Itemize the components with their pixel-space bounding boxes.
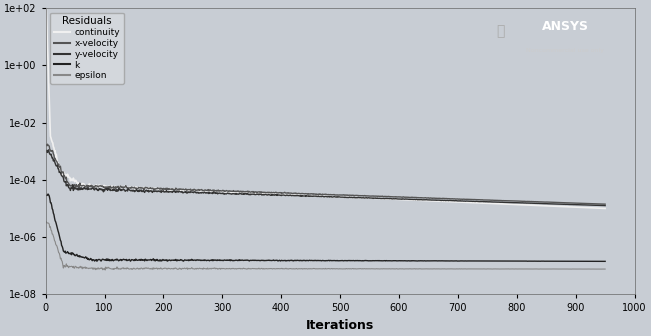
Legend: continuity, x-velocity, y-velocity, k, epsilon: continuity, x-velocity, y-velocity, k, e… <box>50 13 124 84</box>
Text: 🎓: 🎓 <box>496 24 505 38</box>
Line: k: k <box>46 194 605 261</box>
X-axis label: Iterations: Iterations <box>306 319 374 332</box>
Line: epsilon: epsilon <box>46 222 605 270</box>
y-velocity <box>602 204 609 208</box>
x-velocity <box>290 191 298 195</box>
epsilon <box>161 266 169 270</box>
k <box>44 192 52 196</box>
k <box>161 258 169 262</box>
epsilon <box>521 267 529 271</box>
Line: x-velocity: x-velocity <box>46 144 605 204</box>
k <box>521 259 529 263</box>
epsilon <box>290 267 298 271</box>
continuity <box>289 193 297 197</box>
k <box>462 259 469 263</box>
y-velocity <box>518 201 525 205</box>
k <box>587 259 595 263</box>
k <box>602 259 609 263</box>
epsilon <box>518 267 525 271</box>
Text: Noncommercial use only: Noncommercial use only <box>527 48 604 53</box>
x-velocity <box>161 187 169 191</box>
epsilon <box>102 268 109 272</box>
epsilon <box>602 267 609 271</box>
Text: ANSYS: ANSYS <box>542 19 589 33</box>
x-velocity <box>518 199 525 203</box>
epsilon <box>171 266 179 270</box>
continuity <box>161 188 169 192</box>
k <box>42 193 50 197</box>
x-velocity <box>44 142 51 146</box>
continuity <box>521 203 529 207</box>
continuity <box>42 7 50 11</box>
k <box>171 258 179 262</box>
y-velocity <box>42 150 50 154</box>
x-velocity <box>521 199 529 203</box>
continuity <box>461 200 469 204</box>
continuity <box>171 187 178 192</box>
x-velocity <box>602 202 609 206</box>
k <box>290 259 298 263</box>
k <box>518 259 525 263</box>
y-velocity <box>290 194 298 198</box>
Line: y-velocity: y-velocity <box>46 150 605 206</box>
x-velocity <box>171 187 179 191</box>
epsilon <box>462 267 469 271</box>
continuity <box>517 203 525 207</box>
y-velocity <box>462 199 469 203</box>
y-velocity <box>45 148 53 152</box>
epsilon <box>42 220 50 224</box>
x-velocity <box>462 197 469 201</box>
x-velocity <box>42 143 50 147</box>
y-velocity <box>171 190 179 194</box>
y-velocity <box>161 190 169 194</box>
Line: continuity: continuity <box>46 9 605 208</box>
y-velocity <box>521 201 529 205</box>
continuity <box>602 206 609 210</box>
